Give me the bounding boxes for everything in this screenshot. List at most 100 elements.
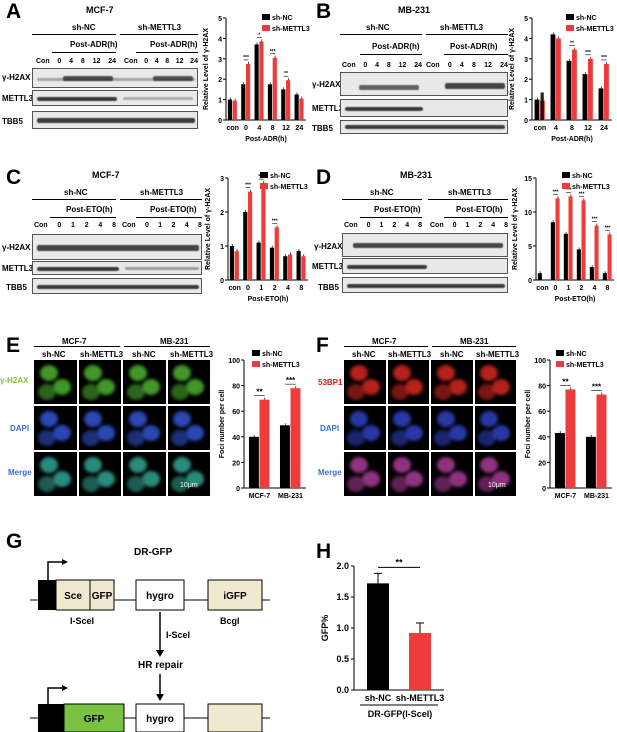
western-blot-h2ax-a	[32, 68, 198, 88]
legend-label-nc: sh-NC	[262, 351, 283, 358]
panel-label-c: C	[6, 166, 22, 189]
bar-mettl3	[588, 58, 593, 120]
bar-mettl3	[556, 38, 561, 120]
legend-swatch-nc	[260, 172, 268, 178]
y-tick-label: 100	[534, 358, 546, 365]
microscopy-image	[167, 452, 210, 496]
lanes-mettl3-d: Con 0 1 2 4 8	[430, 222, 508, 229]
y-tick-label: 0	[528, 278, 532, 285]
bar-chart-h: 0.0 0.5 1.0 1.5 2.0 GFP% sh-NC sh-METTL3 ** DR-GF…	[320, 557, 445, 719]
y-tick-label: 40	[232, 435, 240, 442]
y-axis-label: Relative Level of γ-H2AX	[205, 188, 212, 270]
bar-nc	[537, 273, 542, 280]
significance-marker: ***	[592, 217, 598, 223]
bar-chart-e: 0 20 40 60 80 100 Foci number per cell ** MCF-7 *…	[219, 350, 306, 500]
y-tick-label: 4	[218, 36, 222, 43]
microscopy-image	[344, 360, 386, 404]
bar-nc	[550, 34, 556, 120]
row-label-b-0: γ-H2AX	[312, 80, 341, 89]
bar-mettl3	[288, 254, 293, 280]
western-blot-tbb5-a	[32, 111, 198, 129]
y-tick-label: 1	[524, 98, 528, 105]
row-label-f-1: DAPI	[320, 424, 340, 433]
y-tick-label: 3	[524, 57, 528, 64]
y-tick-label: 4	[524, 36, 528, 43]
x-tick-label: con	[226, 125, 238, 132]
microscopy-image	[123, 452, 166, 496]
legend-swatch-mettl3	[562, 183, 570, 189]
treatment-mettl3-c: Post-ETO(h)	[150, 205, 197, 214]
bar-nc	[229, 246, 235, 280]
microscopy-grid-f	[344, 360, 516, 496]
bar-mettl3	[604, 63, 609, 120]
microscopy-grid-e	[34, 360, 210, 496]
microscopy-image	[474, 360, 516, 404]
microscopy-image	[431, 406, 473, 450]
y-tick-label: 0.0	[336, 685, 349, 695]
promoter-block-bottom	[38, 704, 64, 732]
y-tick-label: 0	[236, 486, 240, 493]
x-tick-label: sh-METTL3	[396, 693, 445, 703]
bar-mettl3	[272, 57, 277, 120]
x-tick-label: 4	[554, 125, 558, 132]
y-tick-label: 1.0	[336, 623, 349, 633]
microscopy-image	[123, 360, 166, 404]
treatment-nc-a: Post-ADR(h)	[70, 40, 118, 49]
legend-swatch-nc	[556, 350, 564, 356]
row-label-d-1: METTL3	[312, 262, 344, 271]
legend-label-mettl3: sh-METTL3	[262, 362, 300, 369]
group-mettl3-c: sh-METTL3	[140, 188, 184, 197]
x-axis-label: Post-ADR(h)	[245, 136, 287, 143]
x-tick-label: 0	[244, 125, 248, 132]
x-axis-label: Post-ETO(h)	[248, 296, 289, 303]
bar-mettl3	[232, 100, 237, 120]
bar-mettl3	[248, 191, 253, 280]
y-axis-label: Foci number per cell	[525, 390, 532, 459]
legend-swatch-mettl3	[566, 25, 574, 31]
hr-repair-label: HR repair	[138, 660, 183, 671]
x-tick-label: 24	[295, 125, 303, 132]
bar-nc	[243, 212, 248, 280]
y-tick-label: 20	[232, 460, 240, 467]
x-tick-label: MCF-7	[249, 493, 270, 500]
row-label-c-1: METTL3	[2, 264, 34, 273]
panel-label-b: B	[316, 0, 332, 23]
cell-line-e-0: MCF-7	[62, 337, 87, 346]
x-tick-label: con	[536, 285, 548, 292]
y-tick-label: 80	[538, 384, 546, 391]
y-tick-label: 60	[232, 409, 240, 416]
significance-marker: ***	[286, 376, 296, 385]
row-label-d-0: γ-H2AX	[314, 242, 343, 251]
bar-mettl3	[299, 98, 304, 120]
x-tick-label: MB-231	[278, 493, 303, 500]
western-blot-mettl3-c	[32, 261, 202, 275]
x-axis-label: DR-GFP(I-SceI)	[368, 709, 433, 719]
microscopy-image	[431, 360, 473, 404]
panel-label-a: A	[6, 0, 22, 23]
col-label-e-2: sh-NC	[132, 350, 156, 359]
legend-label-mettl3: sh-METTL3	[566, 362, 604, 369]
y-axis-label: Relative Level of γ-H2AX	[509, 28, 516, 110]
treatment-mettl3-a: Post-ADR(h)	[150, 40, 198, 49]
y-tick-label: 0	[220, 278, 224, 285]
microscopy-image	[34, 406, 77, 450]
treatment-mettl3-b: Post-ADR(h)	[450, 42, 498, 51]
x-axis-label: Post-ADR(h)	[551, 136, 593, 143]
microscopy-image	[387, 360, 429, 404]
row-label-e-2: Merge	[8, 468, 32, 477]
microscopy-image	[78, 452, 121, 496]
significance-marker: *	[258, 32, 260, 38]
bar-nc	[576, 249, 581, 280]
bar-mettl3	[572, 49, 577, 121]
bar-nc	[241, 84, 246, 120]
bar-mettl3	[259, 41, 264, 120]
bar-nc	[563, 233, 568, 280]
cell-line-b: MB-231	[398, 5, 431, 15]
row-label-a-1: METTL3	[2, 94, 34, 103]
microscopy-image	[344, 406, 386, 450]
group-nc-b: sh-NC	[366, 23, 390, 32]
western-blot-h2ax-c	[32, 234, 202, 260]
legend-swatch-mettl3	[262, 25, 270, 31]
significance-marker: **	[284, 71, 288, 77]
western-blot-tbb5-d	[342, 277, 508, 293]
